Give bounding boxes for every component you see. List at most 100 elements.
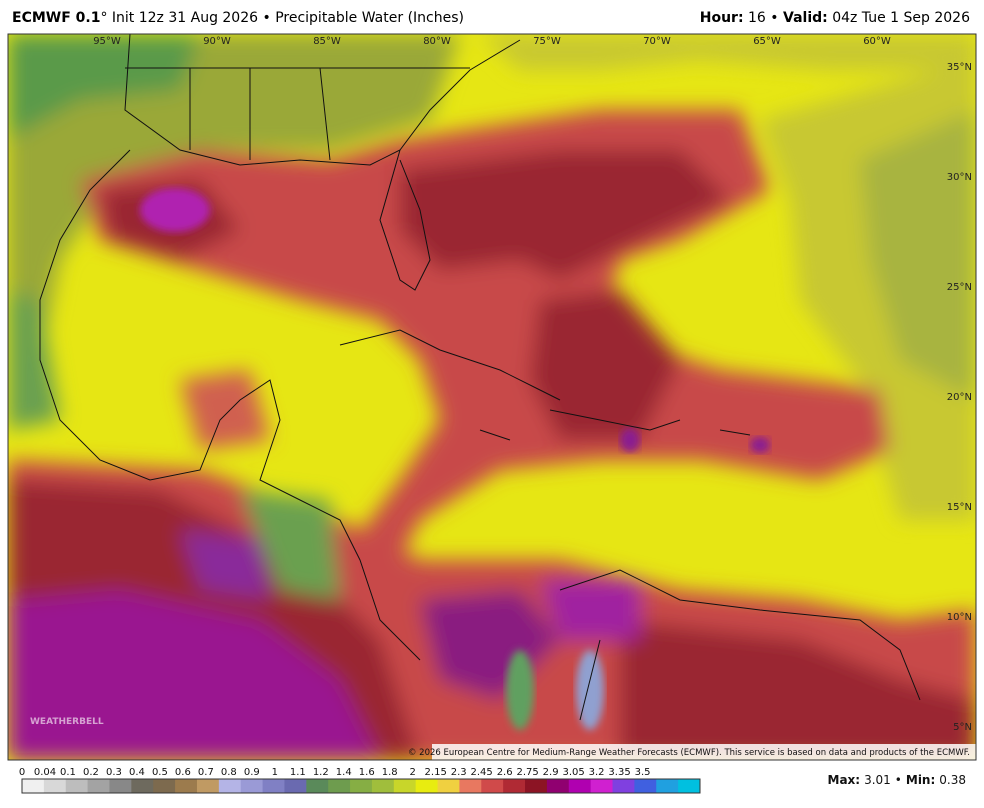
colorbar-swatch xyxy=(503,779,526,793)
colorbar-label: 3.05 xyxy=(562,767,584,778)
latitude-label: 5°N xyxy=(953,722,972,733)
longitude-label: 60°W xyxy=(863,36,891,47)
colorbar-swatch xyxy=(284,779,307,793)
sep: • xyxy=(262,10,271,26)
latitude-label: 30°N xyxy=(947,172,972,183)
latitude-label: 10°N xyxy=(947,612,972,623)
colorbar-label: 1.8 xyxy=(382,767,398,778)
variable: Precipitable Water (Inches) xyxy=(275,10,464,26)
colorbar-swatch xyxy=(328,779,351,793)
colorbar-label: 3.2 xyxy=(589,767,605,778)
colorbar-label: 0.6 xyxy=(175,767,191,778)
colorbar-label: 1.2 xyxy=(313,767,329,778)
latitude-label: 25°N xyxy=(947,282,972,293)
stat-part: Max: xyxy=(828,773,861,787)
colorbar-swatch xyxy=(525,779,548,793)
stat-part: 0.38 xyxy=(939,773,966,787)
colorbar-swatch xyxy=(43,779,67,793)
colorbar-swatch xyxy=(350,779,373,793)
colorbar-label: 0 xyxy=(19,767,25,778)
colorbar-label: 0.4 xyxy=(129,767,145,778)
colorbar-swatch xyxy=(546,779,570,793)
stat-part: 3.01 xyxy=(864,773,891,787)
colorbar-swatch xyxy=(612,779,635,793)
longitude-label: 75°W xyxy=(533,36,561,47)
latitude-label: 15°N xyxy=(947,502,972,513)
header-right: Hour: 16 • Valid: 04z Tue 1 Sep 2026 xyxy=(700,10,970,26)
valid: 04z Tue 1 Sep 2026 xyxy=(832,10,970,26)
longitude-label: 70°W xyxy=(643,36,671,47)
colorbar-swatch xyxy=(371,779,395,793)
colorbar-label: 0.9 xyxy=(244,767,260,778)
header: ECMWF 0.1° Init 12z 31 Aug 2026 • Precip… xyxy=(0,0,984,34)
latitude-label: 35°N xyxy=(947,62,972,73)
valid-label: Valid: xyxy=(783,10,828,26)
colorbar-label: 3.5 xyxy=(635,767,651,778)
longitude-label: 65°W xyxy=(753,36,781,47)
stat-part: Min: xyxy=(906,773,935,787)
stat-part: • xyxy=(895,773,902,787)
colorbar-swatch xyxy=(656,779,679,793)
colorbar-label: 2.75 xyxy=(516,767,538,778)
hour: 16 xyxy=(748,10,766,26)
colorbar-label: 1 xyxy=(272,767,278,778)
init: ° Init 12z 31 Aug 2026 xyxy=(100,10,259,26)
colorbar-label: 0.5 xyxy=(152,767,168,778)
colorbar-swatch xyxy=(153,779,176,793)
colorbar-label: 2.15 xyxy=(425,767,447,778)
logo: WEATHERBELL xyxy=(30,717,104,727)
colorbar-swatch xyxy=(393,779,417,793)
colorbar-label: 1.6 xyxy=(359,767,375,778)
colorbar-swatch xyxy=(437,779,460,793)
colorbar-frame xyxy=(21,778,701,794)
colorbar-swatch xyxy=(22,779,45,793)
colorbar-label: 3.35 xyxy=(608,767,630,778)
field xyxy=(8,34,976,760)
colorbar-label: 0.1 xyxy=(60,767,76,778)
colorbar-label: 2.9 xyxy=(543,767,559,778)
colorbar-label: 1.4 xyxy=(336,767,352,778)
colorbar-swatch xyxy=(634,779,657,793)
stats: Max: 3.01 • Min: 0.38 xyxy=(828,773,967,787)
colorbar-label: 0.8 xyxy=(221,767,237,778)
credit: © 2026 European Centre for Medium-Range … xyxy=(408,748,970,758)
colorbar-label: 0.3 xyxy=(106,767,122,778)
colorbar-swatch xyxy=(240,779,264,793)
colorbar-swatch xyxy=(262,779,285,793)
sep: • xyxy=(770,10,779,26)
colorbar-swatch xyxy=(415,779,439,793)
colorbar-label: 0.04 xyxy=(34,767,56,778)
map-frame xyxy=(7,33,977,761)
colorbar-label: 0.7 xyxy=(198,767,214,778)
colorbar-swatch xyxy=(678,779,701,793)
colorbar-swatch xyxy=(175,779,198,793)
colorbar-swatch xyxy=(590,779,614,793)
header-left: ECMWF 0.1° Init 12z 31 Aug 2026 • Precip… xyxy=(12,10,464,26)
longitude-label: 95°W xyxy=(93,36,121,47)
colorbar-swatch xyxy=(196,779,220,793)
colorbar-label: 1.1 xyxy=(290,767,306,778)
longitude-label: 85°W xyxy=(313,36,341,47)
latitude-label: 20°N xyxy=(947,392,972,403)
colorbar-label: 0.2 xyxy=(83,767,99,778)
longitude-label: 80°W xyxy=(423,36,451,47)
colorbar-swatch xyxy=(131,779,154,793)
colorbar-swatch xyxy=(459,779,482,793)
borders xyxy=(39,34,921,721)
colorbar-swatch xyxy=(109,779,132,793)
colorbar-label: 2.45 xyxy=(471,767,493,778)
colorbar-swatch xyxy=(87,779,110,793)
longitude-label: 90°W xyxy=(203,36,231,47)
colorbar-swatch xyxy=(218,779,242,793)
colorbar-swatch xyxy=(481,779,504,793)
colorbar-label: 2 xyxy=(410,767,416,778)
colorbar-swatch xyxy=(306,779,329,793)
colorbar-swatch xyxy=(65,779,89,793)
colorbar-label: 2.3 xyxy=(451,767,467,778)
colorbar-swatch xyxy=(568,779,592,793)
colorbar-label: 2.6 xyxy=(497,767,513,778)
model: ECMWF 0.1 xyxy=(12,10,101,26)
hour-label: Hour: xyxy=(699,10,744,26)
